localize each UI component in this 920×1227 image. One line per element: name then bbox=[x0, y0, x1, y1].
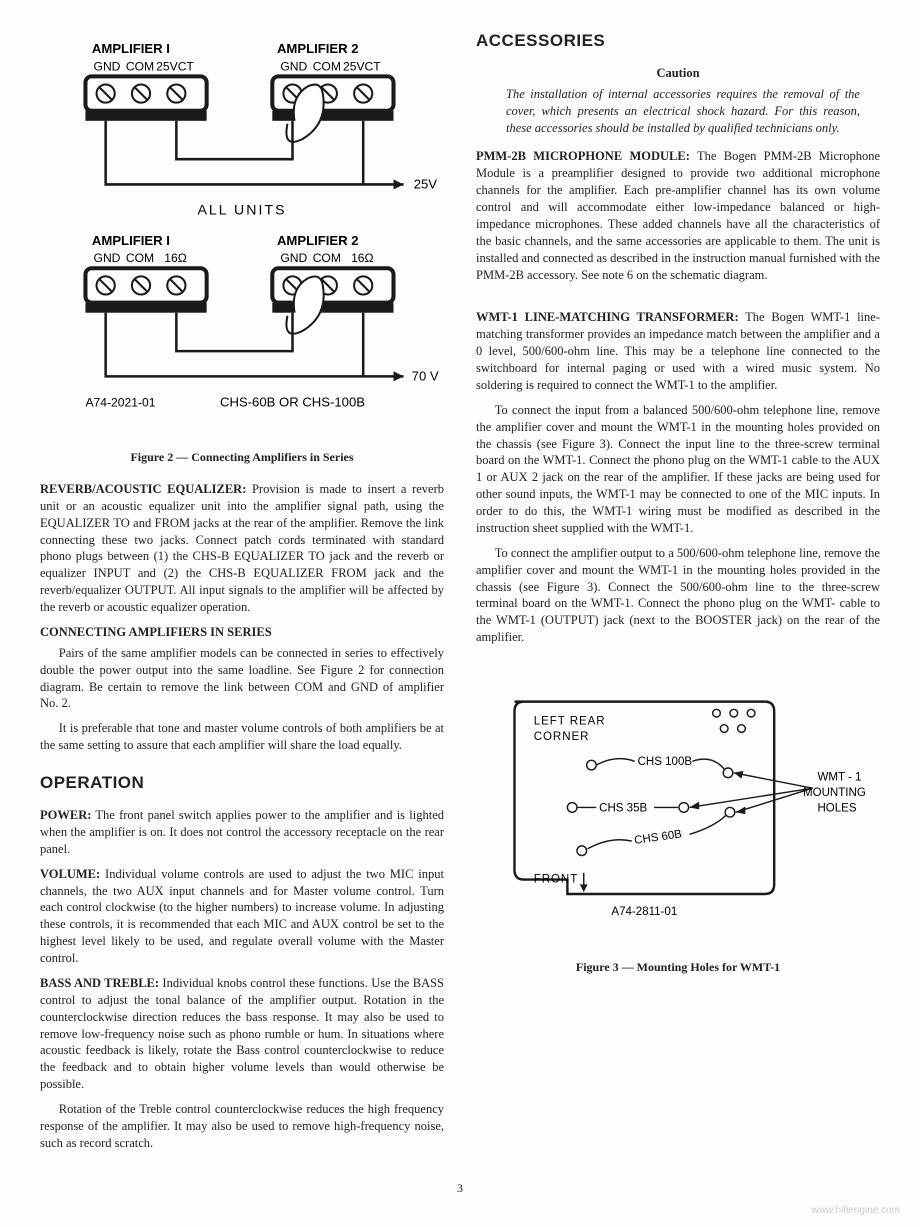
caution-title: Caution bbox=[476, 65, 880, 82]
accessories-heading: ACCESSORIES bbox=[476, 30, 880, 53]
fig2-25v: 25V bbox=[414, 176, 438, 191]
fig2-com4: COM bbox=[313, 251, 341, 265]
pmm-paragraph: PMM-2B MICROPHONE MODULE: The Bogen PMM-… bbox=[476, 148, 880, 283]
volume-label: VOLUME: bbox=[40, 867, 100, 881]
volume-body: Individual volume controls are used to a… bbox=[40, 867, 444, 965]
figure-3-diagram: LEFT REAR CORNER CHS 100B CHS 35B bbox=[476, 692, 880, 947]
pmm-body: The Bogen PMM-2B Microphone Module is a … bbox=[476, 149, 880, 281]
figure-3-caption: Figure 3 — Mounting Holes for WMT-1 bbox=[476, 959, 880, 975]
fig2-amp2-bot-label: AMPLIFIER 2 bbox=[277, 233, 359, 248]
fig2-amp1-bot-label: AMPLIFIER I bbox=[92, 233, 170, 248]
fig2-bottom-label: CHS-60B OR CHS-100B bbox=[220, 395, 365, 410]
operation-heading: OPERATION bbox=[40, 772, 444, 795]
fig2-ohm2: 16Ω bbox=[351, 251, 374, 265]
fig2-vct: 25VCT bbox=[156, 59, 194, 73]
series-p2: It is preferable that tone and master vo… bbox=[40, 720, 444, 754]
fig3-chs35b: CHS 35B bbox=[599, 802, 647, 814]
reverb-paragraph: REVERB/ACOUSTIC EQUALIZER: Provision is … bbox=[40, 481, 444, 616]
fig3-holes: HOLES bbox=[817, 802, 856, 814]
fig2-amp2-top-label: AMPLIFIER 2 bbox=[277, 41, 359, 56]
fig3-chs60b: CHS 60B bbox=[633, 828, 683, 847]
volume-paragraph: VOLUME: Individual volume controls are u… bbox=[40, 866, 444, 967]
series-p1: Pairs of the same amplifier models can b… bbox=[40, 645, 444, 713]
bass-p2: Rotation of the Treble control countercl… bbox=[40, 1101, 444, 1152]
fig3-wmt1: WMT - 1 bbox=[817, 772, 861, 784]
fig2-all-units: ALL UNITS bbox=[197, 202, 286, 218]
power-label: POWER: bbox=[40, 808, 91, 822]
caution-body: The installation of internal accessories… bbox=[506, 86, 860, 137]
fig2-com2: COM bbox=[313, 59, 341, 73]
figure-2-caption: Figure 2 — Connecting Amplifiers in Seri… bbox=[40, 449, 444, 465]
fig3-front: FRONT bbox=[534, 874, 579, 886]
fig3-corner: CORNER bbox=[534, 731, 590, 743]
fig2-gnd2: GND bbox=[280, 59, 307, 73]
fig2-gnd4: GND bbox=[280, 251, 307, 265]
reverb-body: Provision is made to insert a reverb uni… bbox=[40, 482, 444, 614]
power-body: The front panel switch applies power to … bbox=[40, 808, 444, 856]
wmt-label: WMT-1 LINE-MATCHING TRANSFORMER: bbox=[476, 310, 739, 324]
wmt-p2: To connect the input from a balanced 500… bbox=[476, 402, 880, 537]
bass-body: Individual knobs control these functions… bbox=[40, 976, 444, 1091]
fig3-partnum: A74-2811-01 bbox=[611, 906, 677, 918]
pmm-label: PMM-2B MICROPHONE MODULE: bbox=[476, 149, 690, 163]
fig3-left-rear: LEFT REAR bbox=[534, 716, 606, 728]
series-heading: CONNECTING AMPLIFIERS IN SERIES bbox=[40, 624, 444, 641]
fig2-70v: 70 V bbox=[412, 368, 439, 383]
fig3-mounting: MOUNTING bbox=[803, 787, 866, 799]
fig2-vct2: 25VCT bbox=[343, 59, 381, 73]
power-paragraph: POWER: The front panel switch applies po… bbox=[40, 807, 444, 858]
fig2-com3: COM bbox=[126, 251, 154, 265]
fig2-gnd3: GND bbox=[94, 251, 121, 265]
fig2-ohm: 16Ω bbox=[164, 251, 187, 265]
fig3-chs100b: CHS 100B bbox=[638, 756, 693, 768]
page-number: 3 bbox=[40, 1180, 880, 1196]
bass-paragraph: BASS AND TREBLE: Individual knobs contro… bbox=[40, 975, 444, 1093]
fig2-gnd: GND bbox=[94, 59, 121, 73]
fig2-com: COM bbox=[126, 59, 154, 73]
fig2-amp1-top-label: AMPLIFIER I bbox=[92, 41, 170, 56]
bass-label: BASS AND TREBLE: bbox=[40, 976, 159, 990]
wmt-p3: To connect the amplifier output to a 500… bbox=[476, 545, 880, 646]
wmt-p1: WMT-1 LINE-MATCHING TRANSFORMER: The Bog… bbox=[476, 309, 880, 393]
reverb-label: REVERB/ACOUSTIC EQUALIZER: bbox=[40, 482, 246, 496]
fig2-partnum: A74-2021-01 bbox=[85, 396, 155, 410]
watermark: www.hifiengine.com bbox=[812, 1204, 900, 1218]
figure-2-diagram: AMPLIFIER I GND COM 25VCT AMPLIFIER 2 GN… bbox=[40, 38, 444, 437]
